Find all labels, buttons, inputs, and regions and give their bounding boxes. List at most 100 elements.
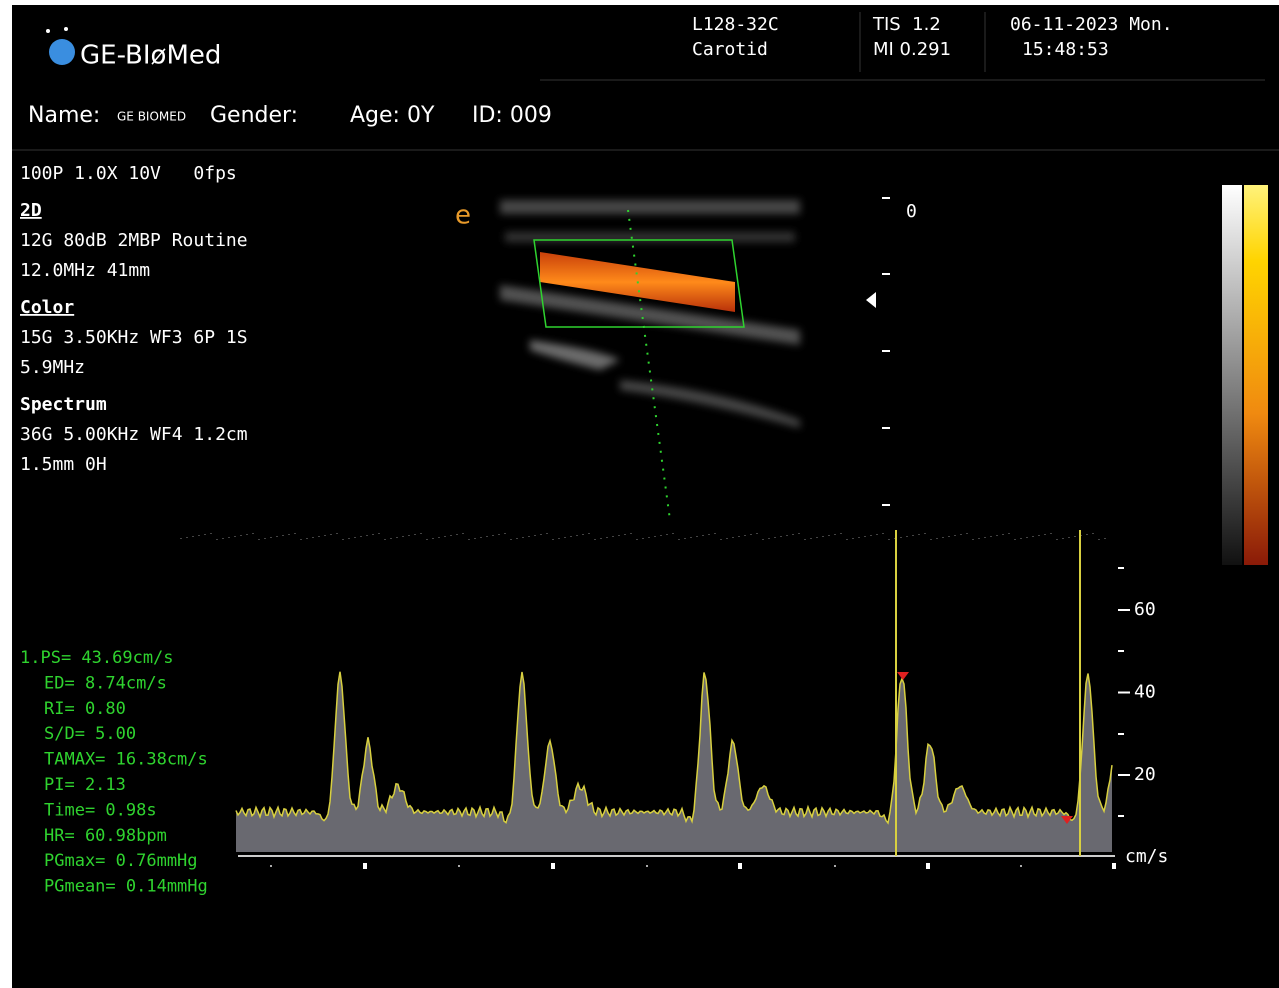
measurement: S/D= 5.00 xyxy=(44,724,136,744)
noise xyxy=(882,533,884,534)
noise xyxy=(1098,539,1100,540)
measurement: PGmean= 0.14mmHg xyxy=(44,877,208,897)
noise xyxy=(1026,537,1028,538)
noise xyxy=(804,539,806,540)
noise xyxy=(966,533,968,534)
measurement: PI= 2.13 xyxy=(44,775,126,795)
noise xyxy=(702,535,704,536)
noise xyxy=(1104,538,1106,539)
noise xyxy=(606,537,608,538)
noise xyxy=(948,536,950,537)
noise xyxy=(954,535,956,536)
noise xyxy=(438,537,440,538)
patient-name: GE BIOMED xyxy=(117,110,186,124)
measurement: Time= 0.98s xyxy=(44,800,157,820)
noise xyxy=(1074,536,1076,537)
section-title: Color xyxy=(20,297,74,318)
gender-label: Gender: xyxy=(210,103,298,128)
noise xyxy=(276,536,278,537)
noise xyxy=(846,539,848,540)
noise xyxy=(1092,533,1094,534)
noise xyxy=(270,537,272,538)
color-bar xyxy=(1244,185,1268,565)
general-params: 100P 1.0X 10V 0fps xyxy=(20,163,237,184)
noise xyxy=(474,538,476,539)
noise xyxy=(510,539,512,540)
time-dot xyxy=(1020,865,1022,867)
noise xyxy=(756,533,758,534)
noise xyxy=(960,534,962,535)
noise xyxy=(858,537,860,538)
noise xyxy=(348,538,350,539)
noise xyxy=(342,539,344,540)
gray-bar xyxy=(1222,185,1242,565)
scale-label: 60 xyxy=(1134,599,1156,620)
noise xyxy=(432,538,434,539)
noise xyxy=(624,534,626,535)
noise xyxy=(216,539,218,540)
noise xyxy=(306,538,308,539)
noise xyxy=(696,536,698,537)
noise xyxy=(1032,536,1034,537)
noise xyxy=(210,533,212,534)
noise xyxy=(378,533,380,534)
noise xyxy=(1068,537,1070,538)
preset: Carotid xyxy=(692,39,768,60)
noise xyxy=(498,534,500,535)
noise xyxy=(336,533,338,534)
noise xyxy=(312,537,314,538)
noise xyxy=(540,534,542,535)
section-title: Spectrum xyxy=(20,394,107,415)
noise xyxy=(186,537,188,538)
noise xyxy=(978,538,980,539)
mi: MI 0.291 xyxy=(873,39,951,60)
scale-label: 20 xyxy=(1134,764,1156,785)
noise xyxy=(582,534,584,535)
noise xyxy=(402,536,404,537)
noise xyxy=(744,535,746,536)
noise xyxy=(588,533,590,534)
velocity-unit: cm/s xyxy=(1125,846,1168,867)
logo-dot xyxy=(46,29,50,33)
noise xyxy=(264,538,266,539)
noise xyxy=(192,536,194,537)
noise xyxy=(1044,534,1046,535)
noise xyxy=(684,538,686,539)
noise xyxy=(1056,539,1058,540)
noise xyxy=(288,534,290,535)
noise xyxy=(984,537,986,538)
probe: L128-32C xyxy=(692,14,779,35)
noise xyxy=(468,539,470,540)
measurement: 1.PS= 43.69cm/s xyxy=(20,648,174,668)
noise xyxy=(570,536,572,537)
scale-label: 40 xyxy=(1134,682,1156,703)
noise xyxy=(546,533,548,534)
noise xyxy=(354,537,356,538)
noise xyxy=(840,533,842,534)
logo-dot xyxy=(64,27,68,31)
noise xyxy=(462,533,464,534)
param-line: 36G 5.00KHz WF4 1.2cm xyxy=(20,424,248,445)
noise xyxy=(576,535,578,536)
noise xyxy=(714,533,716,534)
noise xyxy=(252,533,254,534)
noise xyxy=(726,538,728,539)
noise xyxy=(396,537,398,538)
noise xyxy=(234,536,236,537)
noise xyxy=(996,535,998,536)
patient-id: ID: 009 xyxy=(472,103,552,128)
noise xyxy=(258,539,260,540)
noise xyxy=(1086,534,1088,535)
noise xyxy=(870,535,872,536)
noise xyxy=(918,534,920,535)
time-dot xyxy=(458,865,460,867)
noise xyxy=(534,535,536,536)
noise xyxy=(900,537,902,538)
noise xyxy=(690,537,692,538)
noise xyxy=(318,536,320,537)
noise xyxy=(636,539,638,540)
time-mark xyxy=(738,863,742,869)
logo-globe xyxy=(49,39,75,65)
param-line: 12G 80dB 2MBP Routine xyxy=(20,230,248,251)
